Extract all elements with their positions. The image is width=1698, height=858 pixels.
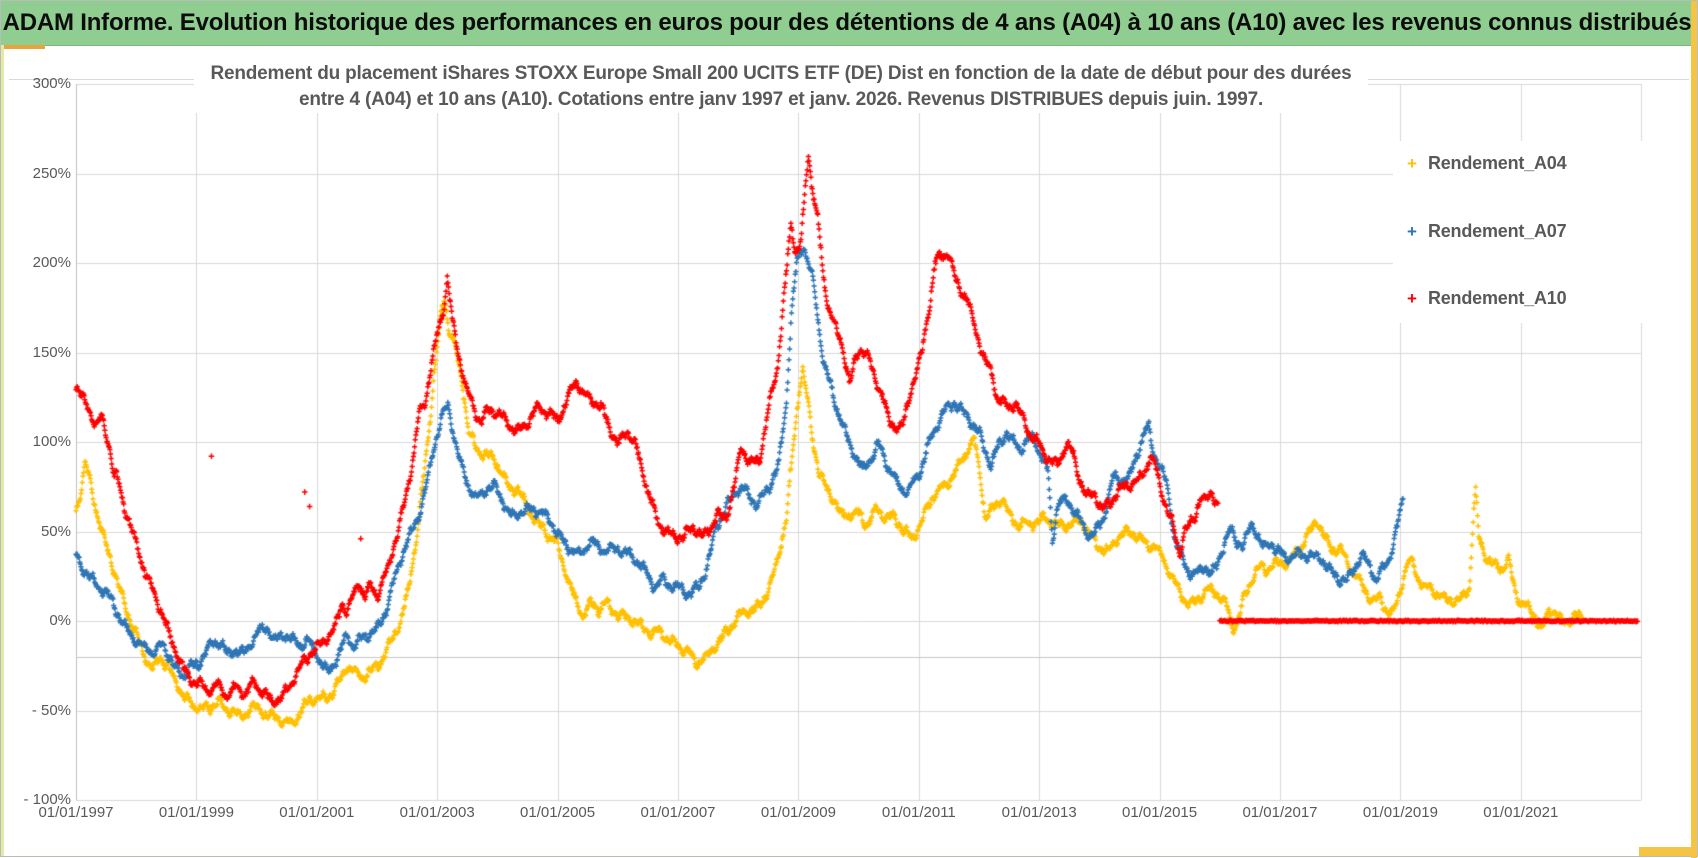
x-tick-label: 01/01/2015 [1122, 804, 1198, 821]
x-tick-label: 01/01/2019 [1362, 804, 1438, 821]
x-tick-label: 01/01/2011 [881, 804, 956, 821]
x-tick-label: 01/01/2009 [760, 804, 836, 821]
x-tick-label: 01/01/2013 [1001, 804, 1077, 821]
plus-marker-icon: + [1407, 289, 1417, 308]
x-tick-label: 01/01/2021 [1483, 804, 1559, 821]
x-tick-label: 01/01/2003 [399, 804, 475, 821]
x-tick-label: 01/01/2017 [1242, 804, 1318, 821]
y-tick-label: 300% [32, 75, 71, 92]
x-tick-label: 01/01/2005 [520, 804, 596, 821]
y-tick-label: 150% [32, 343, 71, 361]
y-tick-label: - 50% [31, 701, 71, 719]
x-tick-label: 01/01/2007 [640, 804, 716, 821]
y-tick-label: 250% [32, 164, 71, 182]
y-tick-label: 50% [40, 522, 71, 540]
y-tick-label: 100% [32, 433, 71, 450]
y-tick-label: 0% [49, 612, 71, 629]
right-border-strip [1691, 1, 1697, 858]
plus-marker-icon: + [1407, 154, 1417, 173]
plus-marker-icon: + [1407, 221, 1417, 241]
legend-item-rendement_a10[interactable]: + Rendement_A10 [1407, 288, 1651, 309]
legend-item-rendement_a04[interactable]: + Rendement_A04 [1407, 153, 1651, 174]
legend-label: Rendement_A07 [1427, 220, 1567, 241]
x-tick-label: 01/01/1997 [38, 804, 114, 821]
x-tick-label: 01/01/2001 [279, 804, 355, 821]
x-tick-label: 01/01/1999 [158, 804, 234, 821]
legend-label: Rendement_A10 [1427, 288, 1567, 308]
y-tick-label: 200% [32, 254, 71, 271]
chart-legend[interactable]: + Rendement_A04 + Rendement_A07 + Rendement_A… [1393, 141, 1651, 323]
legend-label: Rendement_A04 [1427, 153, 1567, 173]
bottom-right-corner-handle[interactable] [1639, 847, 1697, 856]
legend-item-rendement_a07[interactable]: + Rendement_A07 [1407, 221, 1651, 242]
y-tick-label: - 100% [23, 791, 71, 808]
